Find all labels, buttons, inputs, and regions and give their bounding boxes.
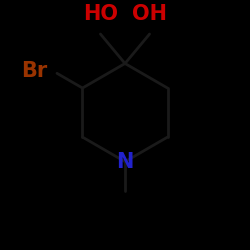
- Text: Br: Br: [21, 61, 47, 81]
- Text: HO: HO: [83, 4, 118, 24]
- Text: N: N: [116, 152, 134, 172]
- Text: OH: OH: [132, 4, 167, 24]
